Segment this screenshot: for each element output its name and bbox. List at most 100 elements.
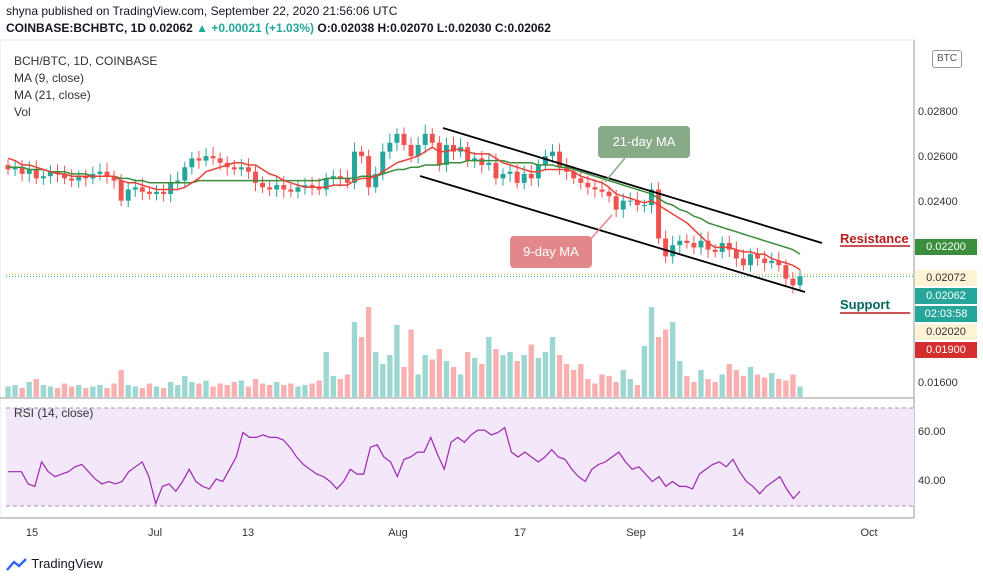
volume-bar [153,386,160,397]
volume-bar [252,379,259,397]
support-price-box: 0.01900 [915,342,977,358]
volume-bar [373,352,379,397]
volume-bar [627,379,633,397]
ma9-legend: MA (9, close) [14,71,85,85]
volume-bars [5,307,803,397]
callout-pointer-21 [604,157,626,183]
tradingview-logo-text: TradingView [31,556,103,571]
candle-body [330,176,336,179]
candle-body [451,144,456,152]
candle-body [253,171,258,183]
volume-bar [585,379,591,397]
volume-bar [47,386,54,397]
volume-bar [556,355,563,397]
candle-body [663,238,669,257]
currency-badge[interactable]: BTC [932,50,962,68]
channel-lower-line [419,175,806,293]
candle-body [465,147,471,161]
volume-bar [691,382,697,397]
candle-body [670,245,676,257]
volume-bar [104,388,110,397]
volume-bar [54,388,61,397]
candle-body [69,178,75,181]
volume-bar [634,385,641,397]
volume-bar [542,352,549,397]
ohlc-values: O:0.02038 H:0.02070 L:0.02030 C:0.02062 [317,21,551,35]
candle-body [705,240,711,250]
volume-bar [578,364,584,397]
volume-bar [210,386,216,397]
volume-bar [281,385,287,397]
volume-bar [422,355,428,397]
candle-body [352,151,357,183]
volume-bar [761,377,768,397]
volume-bar [259,383,266,397]
candle-body [776,260,782,266]
volume-bar [415,374,421,397]
ma21-legend: MA (21, close) [14,88,91,102]
candle-body [62,173,68,179]
volume-bar [302,385,308,397]
volume-bar [111,383,117,397]
price-tick-0.016: 0.01600 [918,377,958,389]
candle-body [415,144,421,157]
ma21-callout: 21-day MA [598,126,690,158]
volume-bar [457,374,464,397]
candle-body [726,242,732,250]
volume-bar [514,361,520,397]
candle-body [472,158,478,161]
candle-body [196,158,202,161]
volume-bar [19,388,25,397]
volume-bar [613,382,619,397]
candle-body [83,176,89,179]
volume-bar [61,383,68,397]
candle-body [217,158,223,163]
ma9-price-box: 0.02072 [915,270,977,286]
volume-bar [139,388,146,397]
time-tick-17: 17 [514,527,526,539]
tradingview-logo-icon [6,557,28,572]
time-tick-aug: Aug [388,527,408,539]
candle-body [344,178,350,183]
candle-body [97,171,103,174]
candle-body [316,187,322,190]
volume-bar [486,337,492,397]
resistance-label: Resistance [840,231,909,246]
candle-body [146,191,152,194]
volume-bar [733,370,740,397]
volume-bar [12,385,18,397]
candle-body [302,185,308,188]
candle-body [387,142,393,152]
volume-bar [160,388,167,397]
volume-bar [146,383,153,397]
volume-bar [528,344,534,397]
volume-bar [464,352,471,397]
time-tick-sep: Sep [626,527,646,539]
symbol-info: COINBASE:BCHBTC, 1D 0.02062 ▲ +0.00021 (… [6,21,551,35]
price-tick-0.026: 0.02600 [918,151,958,163]
volume-bar [203,380,209,397]
candle-body [267,187,273,190]
volume-bar [571,370,577,397]
candle-body [507,171,513,174]
volume-bar [592,383,598,397]
candle-body [592,187,598,190]
volume-bar [719,374,725,397]
volume-bar [132,386,138,397]
candle-body [366,156,372,188]
last-price: 0.02062 [149,21,193,35]
tradingview-logo[interactable]: TradingView [6,556,103,572]
volume-bar [429,359,435,397]
candle-body [783,265,789,279]
candle-body [281,185,287,190]
candle-body [182,167,188,181]
candle-body [161,191,167,194]
price-change: ▲ +0.00021 (+1.03%) [196,21,315,35]
volume-bar [776,379,782,397]
volume-bar [365,307,372,397]
candle-body [740,258,746,266]
chart-legend-title: BCH/BTC, 1D, COINBASE [14,54,158,68]
volume-bar [125,385,131,397]
last-price-box: 0.02062 [915,288,977,304]
